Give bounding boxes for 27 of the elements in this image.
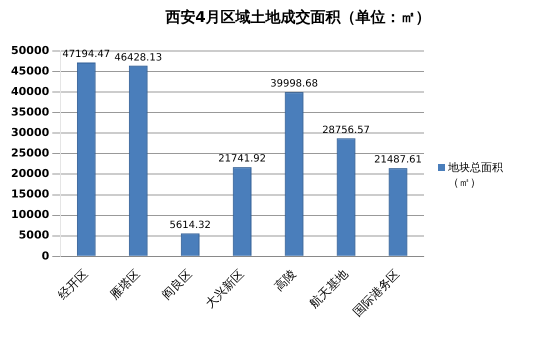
x-tick-label: 雁塔区 bbox=[107, 266, 143, 302]
y-tick-label: 50000 bbox=[10, 44, 50, 57]
data-label: 39998.68 bbox=[270, 78, 318, 90]
data-label: 21741.92 bbox=[218, 154, 266, 165]
x-tick-label: 国际港务区 bbox=[350, 266, 402, 320]
x-tick-label: 阎良区 bbox=[159, 266, 195, 302]
x-tick-label: 航天基地 bbox=[306, 266, 350, 311]
x-tick-label: 高陵 bbox=[272, 266, 298, 294]
y-tick-label: 45000 bbox=[10, 64, 50, 78]
y-tick-label: 25000 bbox=[10, 146, 50, 160]
y-tick-label: 20000 bbox=[10, 167, 50, 180]
legend-label: 地块总面积（㎡） bbox=[448, 160, 504, 190]
y-tick-label: 40000 bbox=[10, 84, 50, 98]
y-tick-label: 15000 bbox=[10, 188, 50, 201]
x-tick-label: 经开区 bbox=[55, 266, 91, 302]
data-label: 5614.32 bbox=[169, 220, 211, 231]
y-tick-label: 30000 bbox=[10, 126, 50, 140]
data-label: 47194.47 bbox=[62, 49, 110, 60]
y-tick-label: 0 bbox=[42, 249, 50, 262]
x-tick-label: 大兴新区 bbox=[202, 266, 246, 311]
y-tick-label: 10000 bbox=[10, 208, 50, 222]
data-label: 28756.57 bbox=[322, 124, 370, 136]
data-label: 46428.13 bbox=[114, 52, 162, 64]
y-tick-label: 5000 bbox=[18, 228, 50, 242]
chart-title: 西安4月区域土地成交面积（单位：㎡） bbox=[164, 8, 432, 27]
data-label: 21487.61 bbox=[374, 154, 422, 166]
y-tick-label: 35000 bbox=[10, 105, 50, 118]
